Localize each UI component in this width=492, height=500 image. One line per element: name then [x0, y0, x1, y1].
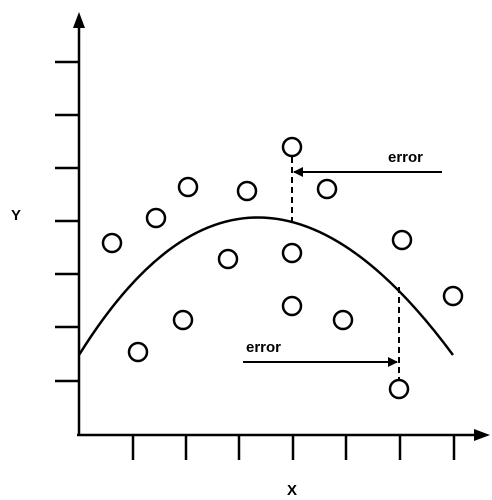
- data-point: [177, 176, 199, 198]
- data-point: [391, 229, 413, 251]
- x-axis-arrowhead: [474, 429, 490, 441]
- data-point: [236, 180, 258, 202]
- x-axis-label: X: [287, 482, 297, 499]
- error-label-bottom: error: [246, 339, 281, 356]
- data-point: [332, 309, 354, 331]
- data-point: [316, 178, 338, 200]
- data-point: [281, 295, 303, 317]
- data-point: [281, 242, 303, 264]
- data-points: [101, 136, 464, 400]
- y-axis-label: Y: [11, 207, 21, 224]
- y-axis-arrowhead: [73, 12, 85, 28]
- error-label-top: error: [388, 149, 423, 166]
- data-point: [127, 341, 149, 363]
- data-point: [388, 378, 410, 400]
- data-point: [281, 136, 303, 158]
- fitted-curve: [77, 216, 455, 356]
- y-axis-ticks: [55, 60, 79, 383]
- data-point: [442, 285, 464, 307]
- data-point: [172, 309, 194, 331]
- data-point: [145, 207, 167, 229]
- data-point: [101, 232, 123, 254]
- data-point: [217, 248, 239, 270]
- x-axis-ticks: [131, 435, 456, 460]
